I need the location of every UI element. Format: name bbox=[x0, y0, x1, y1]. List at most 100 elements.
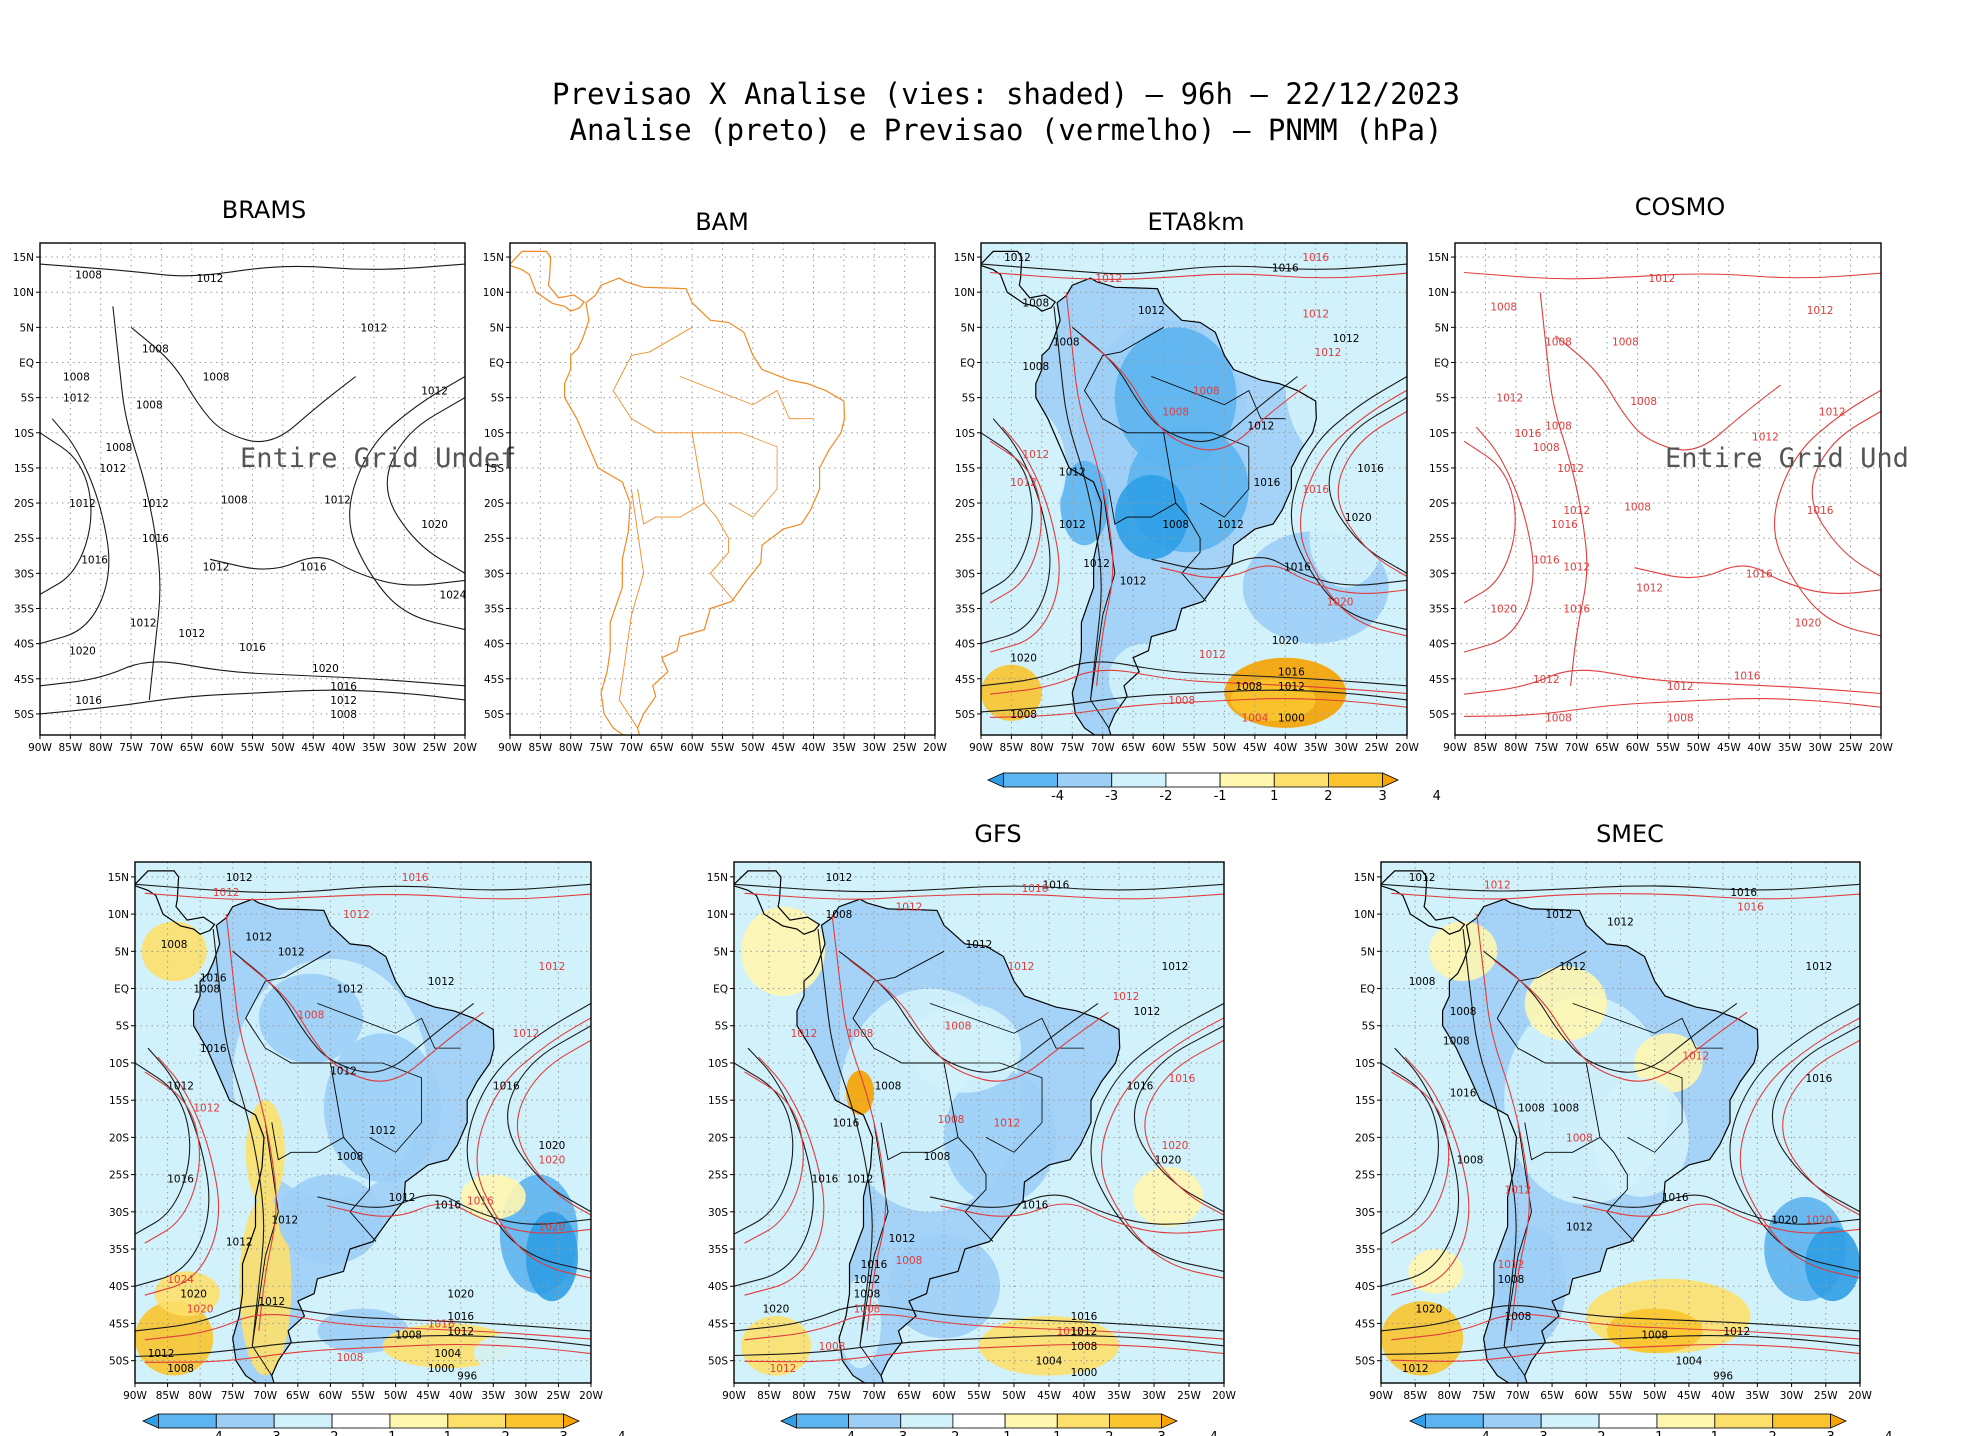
x-tick-label: 25W bbox=[893, 742, 917, 754]
country-border bbox=[1524, 1122, 1601, 1161]
isobar-forecast bbox=[1463, 426, 1534, 653]
isobar-label: 1020 bbox=[539, 1140, 566, 1152]
isobar-forecast bbox=[1634, 565, 1881, 594]
colorbar-arrow-high bbox=[1830, 1413, 1847, 1429]
y-tick-label: EQ bbox=[960, 357, 975, 369]
isobar-analysis bbox=[212, 928, 265, 1346]
isobar-label: 1012 bbox=[63, 393, 90, 405]
isobar-forecast bbox=[1081, 335, 1307, 451]
isobar-label: 1016 bbox=[1357, 463, 1384, 475]
x-tick-label: 75W bbox=[1472, 1390, 1496, 1402]
isobar-analysis bbox=[1133, 1025, 1224, 1213]
isobar-label: 1016 bbox=[300, 561, 327, 573]
y-tick-label: 50S bbox=[484, 709, 504, 721]
isobar-analysis bbox=[135, 1047, 210, 1287]
isobar-analysis bbox=[386, 397, 465, 574]
y-tick-label: 40S bbox=[955, 639, 975, 651]
isobar-forecast bbox=[744, 1343, 1224, 1363]
isobar-label: 1016 bbox=[812, 1173, 839, 1185]
y-tick-label: 5S bbox=[1436, 393, 1450, 405]
isobar-label: 1020 bbox=[1327, 597, 1354, 609]
country-border bbox=[1083, 326, 1177, 504]
undefined-grid-note: Entire Grid Und bbox=[1665, 443, 1909, 474]
isobar-label: 1012 bbox=[100, 463, 127, 475]
isobar-label: 1016 bbox=[1533, 554, 1560, 566]
x-tick-label: 80W bbox=[559, 742, 583, 754]
isobar-forecast bbox=[225, 914, 277, 1331]
isobar-analysis bbox=[135, 1062, 191, 1235]
x-tick-label: 25W bbox=[547, 1390, 571, 1402]
colorbar-arrow-low bbox=[987, 772, 1004, 788]
x-tick-label: 55W bbox=[1609, 1390, 1633, 1402]
state-border bbox=[1163, 432, 1250, 518]
y-tick-label: 45S bbox=[484, 674, 504, 686]
x-tick-label: 65W bbox=[180, 742, 204, 754]
x-tick-label: 40W bbox=[802, 742, 826, 754]
map-area-brams: 1012 1008 1008 1008 1008 1012 1008 1012 1012 1008… bbox=[40, 243, 465, 735]
coastline-central-america bbox=[981, 250, 1057, 312]
state-border bbox=[317, 1003, 461, 1049]
isobar-label: 1016 bbox=[1806, 1073, 1833, 1085]
bias-shade bbox=[460, 1174, 526, 1220]
isobar-label: 1012 bbox=[389, 1192, 416, 1204]
isobar-label: 1008 bbox=[1053, 336, 1080, 348]
y-tick-label: 15N bbox=[707, 872, 728, 884]
isobar-label: 1012 bbox=[1484, 879, 1511, 891]
isobar-label: 1008 bbox=[1450, 1006, 1477, 1018]
gridlines bbox=[135, 862, 591, 1383]
colorbar-segment bbox=[1273, 772, 1329, 788]
colorbar-segment bbox=[900, 1413, 954, 1429]
isobar-label: 1012 bbox=[1563, 505, 1590, 517]
isobar-label: 1012 bbox=[330, 1065, 357, 1077]
isobar-label: 1012 bbox=[1004, 252, 1031, 264]
isobar-label: 1020 bbox=[1806, 1214, 1833, 1226]
colorbar-label: 2 bbox=[502, 1430, 510, 1436]
x-tick-label: 70W bbox=[150, 742, 174, 754]
colorbar-segment bbox=[1109, 1413, 1163, 1429]
isobar-forecast bbox=[1539, 292, 1588, 686]
x-tick-label: 50W bbox=[1643, 1390, 1667, 1402]
isobar-forecast bbox=[1300, 389, 1407, 637]
isobar-label: 1012 bbox=[1557, 463, 1584, 475]
colorbar-label: 4 bbox=[1210, 1430, 1218, 1436]
isobar-label: 1012 bbox=[1682, 1051, 1709, 1063]
isobar-label: 1012 bbox=[193, 1103, 220, 1115]
isobar-label: 1012 bbox=[1113, 991, 1140, 1003]
x-tick-label: 75W bbox=[827, 1390, 851, 1402]
x-tick-label: 45W bbox=[1037, 1390, 1061, 1402]
y-tick-label: 5S bbox=[116, 1021, 130, 1033]
colorbar-label: -3 bbox=[1535, 1430, 1548, 1436]
y-tick-label: 15S bbox=[484, 463, 504, 475]
isobar-label: 1012 bbox=[791, 1028, 818, 1040]
isobar-forecast bbox=[242, 959, 484, 1082]
x-tick-label: 35W bbox=[1745, 1390, 1769, 1402]
map-area-smec: 1012 1012 1016 1016 1012 1012 1012 1008 1012 1008… bbox=[1381, 862, 1860, 1383]
colorbar-label: -2 bbox=[946, 1430, 959, 1436]
panel-bam: BAM 90W 85W 80W 75W 70W 65W 60W 55W 50W 45W 40W 35W 3… bbox=[483, 208, 948, 754]
isobar-label: 1008 bbox=[142, 343, 169, 355]
isobar-label: 1012 bbox=[1302, 308, 1329, 320]
colorbar-label: -3 bbox=[268, 1430, 281, 1436]
colorbar-segment bbox=[952, 1413, 1006, 1429]
isobar-label: 1016 bbox=[428, 1319, 455, 1331]
isobar-label: 1012 bbox=[1134, 1006, 1161, 1018]
isobar-label: 1016 bbox=[1284, 561, 1311, 573]
y-tick-label: EQ bbox=[19, 357, 34, 369]
country-border bbox=[245, 950, 344, 1138]
isobar-label: 1008 bbox=[330, 709, 357, 721]
isobar-analysis bbox=[466, 1002, 591, 1272]
x-tick-label: 90W bbox=[969, 742, 993, 754]
map-area-bam bbox=[510, 243, 935, 735]
isobar-analysis bbox=[1729, 1002, 1860, 1272]
isobar-label: 1020 bbox=[1272, 635, 1299, 647]
country-border bbox=[703, 502, 735, 602]
isobar-label: 1012 bbox=[896, 902, 923, 914]
colorbar-segment bbox=[1004, 1413, 1058, 1429]
y-tick-label: 40S bbox=[1355, 1281, 1375, 1293]
isobar-label: 1008 bbox=[1545, 712, 1572, 724]
isobar-forecast bbox=[744, 892, 1224, 900]
isobar-label: 1020 bbox=[539, 1222, 566, 1234]
isobar-label: 1008 bbox=[847, 1028, 874, 1040]
isobar-analysis bbox=[1771, 1025, 1860, 1213]
